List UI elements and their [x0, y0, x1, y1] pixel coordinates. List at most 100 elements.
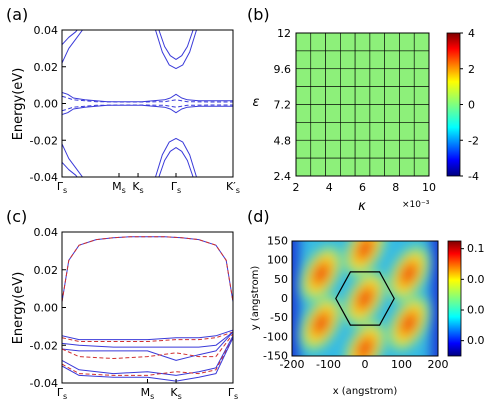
panel-b-cell [399, 68, 415, 87]
panel-b-cell [340, 50, 356, 70]
panel-b-x-ticks: 2 4 6 8 10 [293, 181, 437, 194]
panel-a-xtick-label: Ms [112, 180, 126, 195]
panel-b-cell [384, 32, 400, 52]
panel-c-xtick-label: Γs [57, 386, 67, 400]
panel-d-ytick-label: 100 [267, 254, 288, 267]
panel-b-cell [325, 104, 341, 123]
panel-c-series-7 [62, 335, 233, 376]
panel-b-cell [413, 32, 430, 52]
panel-d-colorbar-ticks: 0.1 0.08 0.06 0.04 [461, 242, 485, 347]
panel-b-cell [384, 139, 400, 159]
panel-b-frame [295, 32, 430, 177]
panel-b-cell [310, 104, 326, 123]
panel-b-cell [399, 50, 415, 70]
panel-b-cell [384, 50, 400, 70]
panel-a-y-ticks: 0.04 0.02 0.00 -0.02 -0.04 [30, 24, 66, 184]
panel-b-cell [399, 104, 415, 123]
panel-b-cell [340, 157, 356, 177]
panel-c-ytick-label: 0.00 [34, 302, 59, 315]
panel-b-cell [369, 122, 385, 141]
panel-a-series-9 [62, 161, 78, 177]
panel-b-cell [399, 86, 415, 105]
panel-a-band-structure: 0.04 0.02 0.00 -0.02 -0.04 Γs Ms Ks Γs K′s Energ… [11, 24, 240, 195]
panel-b-cell [354, 86, 371, 105]
panel-b-cell [310, 50, 326, 70]
panel-a-series-1 [62, 30, 78, 46]
panel-c-series-5 [62, 331, 233, 361]
panel-b-cell [295, 104, 312, 123]
panel-b-xtick-label: 4 [326, 181, 333, 194]
panel-c-series-3 [62, 331, 233, 342]
panel-b-cell [354, 32, 371, 52]
panel-d-peak-core [400, 312, 418, 335]
panel-b-cell [340, 32, 356, 52]
panel-b-cell [369, 139, 385, 159]
panel-a-ylabel: Energy(eV) [11, 68, 26, 141]
panel-b-ytick-label: 4.8 [274, 134, 292, 147]
panel-label-b: (b) [247, 5, 270, 24]
panel-a-series-11 [158, 147, 194, 177]
panel-d-ytick-label: 50 [274, 273, 288, 286]
panel-b-cell [340, 122, 356, 141]
panel-d-peak-core [400, 262, 418, 285]
panel-d-ytick-label: -50 [270, 311, 288, 324]
panel-b-cell [413, 122, 430, 141]
panel-a-xtick-label: Γs [57, 180, 67, 195]
panel-b-cell [310, 68, 326, 87]
panel-a-xtick-label: Γs [171, 180, 181, 195]
panel-b-cell [369, 86, 385, 105]
panel-d-y-ticks: 150 100 50 0 -50 -100 -150 [263, 235, 288, 363]
panel-c-y-ticks: 0.04 0.02 0.00 -0.02 -0.04 [30, 226, 66, 390]
panel-b-cell [384, 86, 400, 105]
panel-b-cell [295, 50, 312, 70]
panel-b-xtick-label: 6 [359, 181, 366, 194]
panel-c-ytick-label: 0.02 [34, 264, 59, 277]
panel-b-cell [325, 139, 341, 159]
panel-b-cell [354, 122, 371, 141]
panel-b-cell [413, 50, 430, 70]
panel-c-series-9 [62, 337, 233, 382]
panel-b-cell [325, 86, 341, 105]
panel-c-ytick-label: -0.02 [30, 339, 58, 352]
panel-d-density-map: 150 100 50 0 -50 -100 -150 -200 -100 0 100 200 y (… [250, 235, 485, 398]
panel-d-colorbar-tick-label: 0.08 [467, 273, 485, 286]
panel-a-ytick-label: 0.02 [34, 61, 59, 74]
panel-b-xtick-label: 2 [293, 181, 300, 194]
panel-b-cell [340, 139, 356, 159]
panel-d-xlabel: x (angstrom) [333, 386, 398, 397]
panel-a-ytick-label: -0.04 [30, 171, 58, 184]
panel-c-xtick-label: Ks [170, 386, 181, 400]
panel-d-ylabel: y (angstrom) [250, 266, 261, 331]
panel-d-xtick-label: 200 [428, 358, 449, 371]
panel-b-cell [310, 139, 326, 159]
panel-d-peak-core [356, 287, 374, 310]
panel-b-cell [413, 68, 430, 87]
panel-d-frame [291, 240, 439, 357]
panel-b-y-ticks: 12 9.6 7.2 4.8 2.4 [274, 27, 292, 183]
panel-b-cell [295, 86, 312, 105]
panel-b-cell [384, 122, 400, 141]
panel-d-stripe [299, 241, 344, 356]
panel-b-cell [369, 157, 385, 177]
panel-d-ytick-label: -150 [263, 350, 288, 363]
panel-b-cell [295, 68, 312, 87]
panel-b-ytick-label: 9.6 [274, 63, 292, 76]
panel-b-cell [369, 104, 385, 123]
panel-b-cell [295, 139, 312, 159]
panel-c-xtick-label: Ms [141, 386, 155, 400]
panel-b-cell [384, 104, 400, 123]
panel-b-cell [369, 32, 385, 52]
panel-b-cell [399, 157, 415, 177]
panel-a-ytick-label: -0.02 [30, 134, 58, 147]
panel-b-colorbar [446, 32, 461, 177]
panel-b-cell [310, 86, 326, 105]
panel-d-peaks [301, 241, 429, 356]
panel-d-ytick-label: 0 [281, 292, 288, 305]
panel-b-cell [413, 139, 430, 159]
panel-b-cell [369, 50, 385, 70]
panel-b-cell [325, 122, 341, 141]
panel-b-cell [354, 50, 371, 70]
panel-c-series-0 [62, 236, 233, 302]
panel-d-peak-core [312, 262, 330, 285]
